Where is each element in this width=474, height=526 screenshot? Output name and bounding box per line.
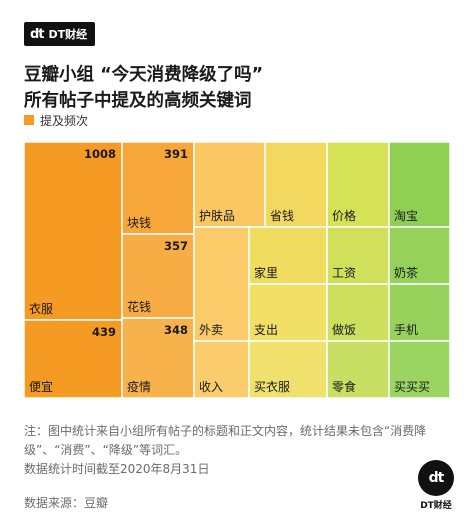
- treemap-rect: [326, 142, 390, 228]
- brand-name: DT财经: [48, 28, 88, 41]
- treemap-rect: [388, 340, 450, 398]
- legend: 提及频次: [24, 113, 89, 128]
- treemap-cell-2: 便宜 439: [24, 319, 123, 398]
- treemap-rect: [121, 142, 195, 235]
- treemap-label: 零食: [332, 379, 356, 394]
- treemap-cell-17: 淘宝: [388, 142, 450, 228]
- treemap-cell-14: 工资: [326, 226, 390, 285]
- treemap-value-label: 1008: [84, 147, 116, 161]
- footnote-text: 注：图中统计来自小组所有帖子的标题和正文内容，统计结果未包含“消费降级”、“消费…: [24, 424, 427, 457]
- treemap-label: 疫情: [127, 379, 151, 394]
- footnote: 注：图中统计来自小组所有帖子的标题和正文内容，统计结果未包含“消费降级”、“消费…: [24, 422, 454, 479]
- treemap-label: 块钱: [127, 215, 151, 230]
- treemap-label: 手机: [394, 323, 418, 337]
- chart-title: 豆瓣小组 “今天消费降级了吗” 所有帖子中提及的高频关键词: [24, 62, 454, 114]
- treemap-rect: [193, 340, 250, 398]
- treemap-cell-19: 手机: [388, 283, 450, 342]
- treemap-rect: [388, 283, 450, 342]
- treemap-rect: [326, 226, 390, 285]
- treemap-label: 支出: [254, 323, 278, 337]
- treemap-rect: [24, 142, 123, 321]
- treemap-label: 外卖: [199, 323, 223, 337]
- treemap-value-label: 357: [164, 239, 188, 253]
- treemap-cell-18: 奶茶: [388, 226, 450, 285]
- brand-logo-round: dt: [418, 460, 454, 496]
- brand-name-bottom: DT财经: [420, 501, 452, 511]
- treemap-label: 工资: [332, 266, 356, 280]
- treemap-label: 价格: [332, 208, 356, 223]
- brand-mark: dt: [30, 26, 44, 42]
- treemap-rect: [121, 317, 195, 398]
- brand-logo: dt DT财经: [24, 22, 96, 46]
- source-text: 数据来源：豆瓣: [24, 496, 109, 510]
- treemap-cell-8: 收入: [193, 340, 250, 398]
- treemap-cell-6: 护肤品: [193, 142, 266, 228]
- legend-swatch: [24, 115, 34, 125]
- treemap-cell-20: 买买买: [388, 340, 450, 398]
- chart-title-line-1: 豆瓣小组 “今天消费降级了吗”: [24, 65, 264, 85]
- chart-title-line-2: 所有帖子中提及的高频关键词: [24, 91, 252, 111]
- treemap-rect: [388, 142, 450, 228]
- treemap-cell-9: 省钱: [264, 142, 328, 228]
- legend-label: 提及频次: [40, 113, 89, 128]
- treemap-cell-5: 疫情 348: [121, 317, 195, 398]
- treemap-label: 做饭: [332, 322, 356, 337]
- treemap-label: 淘宝: [394, 209, 418, 223]
- treemap-cell-10: 家里: [248, 226, 328, 285]
- treemap-label: 家里: [254, 265, 278, 280]
- treemap-cell-16: 零食: [326, 340, 390, 398]
- treemap-label: 衣服: [29, 301, 53, 316]
- treemap-label: 买衣服: [254, 379, 290, 394]
- treemap-rect: [388, 226, 450, 285]
- treemap-cell-7: 外卖: [193, 226, 250, 342]
- treemap-value-label: 348: [164, 323, 188, 337]
- treemap-label: 买买买: [394, 380, 430, 394]
- treemap-value-label: 391: [164, 147, 188, 161]
- brand-mark-round: dt: [428, 470, 445, 486]
- treemap-label: 省钱: [270, 208, 294, 223]
- treemap-cell-1: 衣服 1008: [24, 142, 123, 321]
- treemap-rect: [193, 226, 250, 342]
- treemap-rect: [193, 142, 266, 228]
- treemap-label: 收入: [199, 380, 223, 394]
- treemap-cell-3: 块钱 391: [121, 142, 195, 235]
- treemap-cell-13: 价格: [326, 142, 390, 228]
- date-note: 数据统计时间截至2020年8月31日: [24, 462, 210, 476]
- treemap-label: 花钱: [127, 299, 151, 314]
- treemap-label: 便宜: [29, 379, 53, 394]
- treemap-cell-11: 支出: [248, 283, 328, 342]
- treemap-cell-12: 买衣服: [248, 340, 328, 398]
- treemap-value-label: 439: [92, 325, 116, 339]
- treemap-label: 护肤品: [199, 208, 235, 223]
- treemap-label: 奶茶: [394, 265, 418, 280]
- treemap-cell-15: 做饭: [326, 283, 390, 342]
- treemap-rect: [264, 142, 328, 228]
- treemap-cell-4: 花钱 357: [121, 233, 195, 319]
